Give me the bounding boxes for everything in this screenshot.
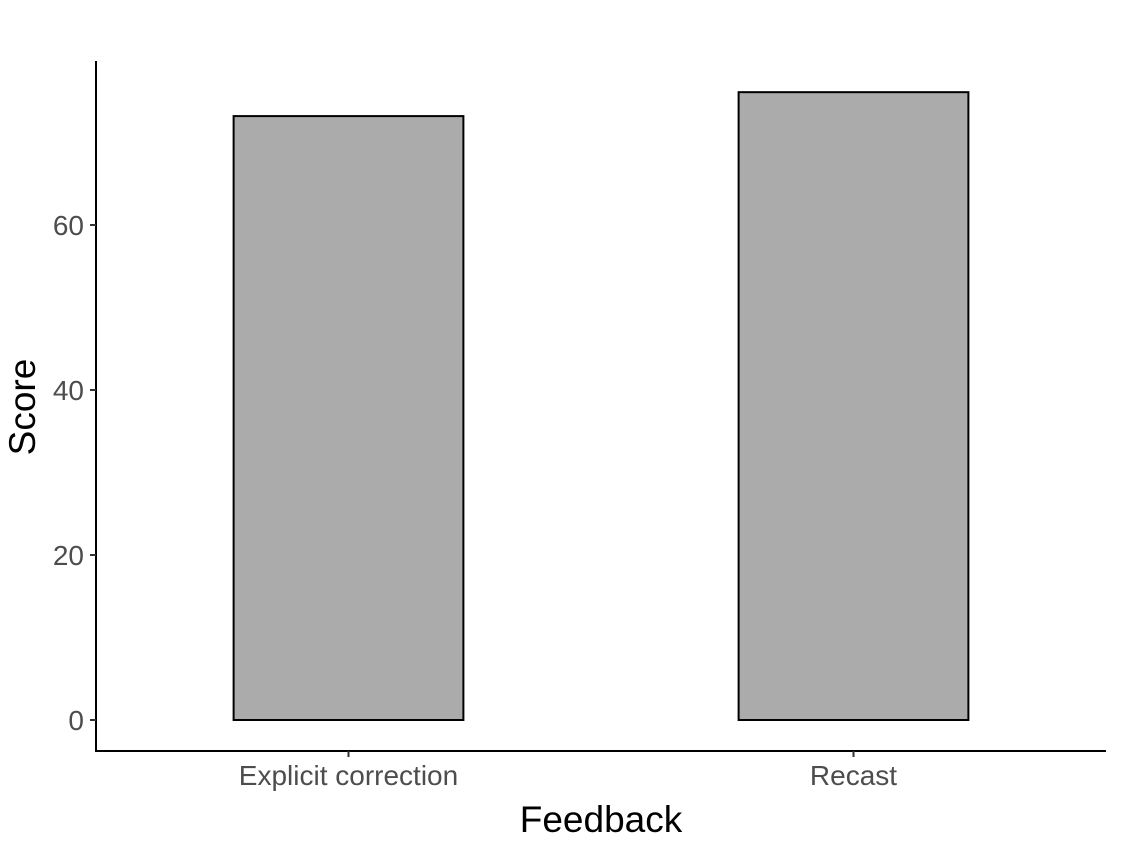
x-axis: Explicit correction Recast <box>95 750 1106 791</box>
y-tick-label-1: 20 <box>53 540 84 571</box>
bar-0 <box>232 115 465 722</box>
y-tick-label-3: 60 <box>53 210 84 241</box>
y-tick-label-2: 40 <box>53 375 84 406</box>
x-tick-label-1: Recast <box>810 760 897 791</box>
y-tick-label-0: 0 <box>68 705 84 736</box>
x-axis-title: Feedback <box>520 799 683 840</box>
y-axis: 0 20 40 60 <box>53 61 97 752</box>
y-axis-title: Score <box>2 359 43 456</box>
x-tick-label-0: Explicit correction <box>239 760 458 791</box>
bar-1 <box>737 91 970 722</box>
bars-group <box>232 91 970 722</box>
